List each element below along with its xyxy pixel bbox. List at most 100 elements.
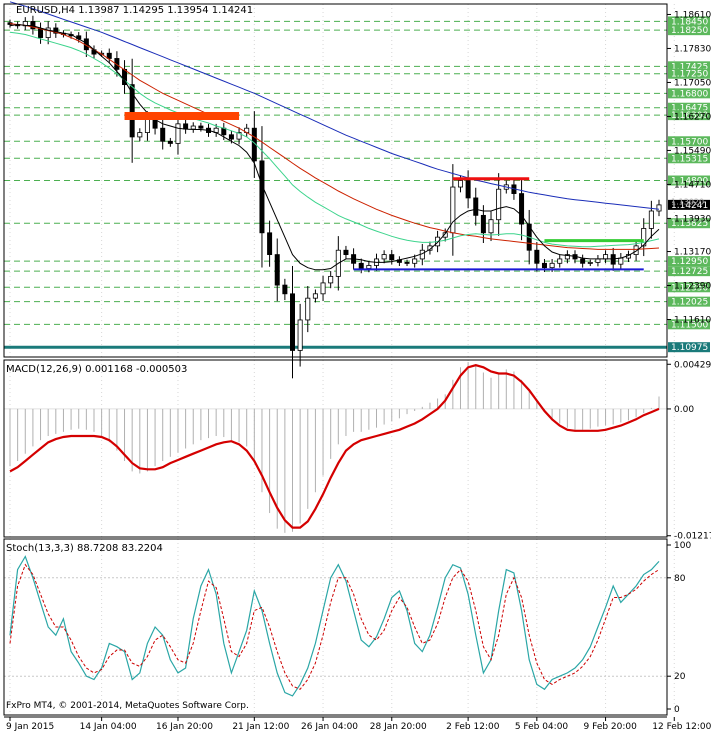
candle-body bbox=[648, 210, 654, 229]
current-price-label: 1.14241 bbox=[671, 201, 708, 211]
time-label: 21 Jan 12:00 bbox=[232, 722, 289, 732]
price-tick-label: 1.13930 bbox=[674, 214, 711, 224]
candle-body bbox=[328, 275, 334, 284]
macd-label: MACD(12,26,9) 0.001168 -0.000503 bbox=[6, 364, 187, 375]
candle-body bbox=[389, 254, 395, 261]
level-label-box bbox=[668, 296, 710, 307]
stoch-tick-label: 80 bbox=[674, 574, 686, 584]
candle-body bbox=[267, 232, 273, 255]
candle-body bbox=[473, 197, 479, 216]
candle-body bbox=[137, 132, 143, 138]
candle-body bbox=[183, 123, 189, 130]
ma-green-line bbox=[9, 31, 660, 248]
candle-body bbox=[312, 293, 318, 299]
macd-histogram bbox=[9, 362, 660, 533]
level-label-box bbox=[668, 266, 710, 277]
level-label: 1.12350 bbox=[671, 283, 708, 293]
stoch-label: Stoch(13,3,3) 88.7208 83.2204 bbox=[6, 543, 163, 554]
candle-body bbox=[175, 123, 181, 144]
level-label: 1.15700 bbox=[671, 137, 708, 147]
price-tick-label: 1.18610 bbox=[674, 10, 711, 20]
level-label-box bbox=[668, 175, 710, 186]
time-label: 9 Feb 20:00 bbox=[584, 722, 638, 732]
time-label: 12 Feb 12:00 bbox=[652, 722, 711, 732]
level-label: 1.16300 bbox=[671, 111, 708, 121]
candle-body bbox=[144, 119, 150, 133]
stoch-main-line bbox=[9, 555, 660, 697]
candle-body bbox=[557, 258, 563, 264]
level-label-box bbox=[668, 256, 710, 267]
level-label-box bbox=[668, 136, 710, 147]
candle-body bbox=[595, 258, 601, 263]
teal-level-box bbox=[668, 342, 710, 353]
candle-body bbox=[465, 180, 471, 199]
candle-body bbox=[488, 219, 494, 234]
level-label: 1.13825 bbox=[671, 219, 708, 229]
candle-body bbox=[366, 265, 372, 269]
level-label: 1.15315 bbox=[671, 154, 708, 164]
level-label-box bbox=[668, 88, 710, 99]
candle-body bbox=[641, 228, 647, 247]
level-label-box bbox=[668, 153, 710, 164]
time-label: 9 Jan 2015 bbox=[6, 722, 54, 732]
chart-header: EURUSD,H4 1.13987 1.14295 1.13954 1.1424… bbox=[16, 5, 253, 16]
candle-body bbox=[564, 254, 570, 260]
price-tick-label: 1.16270 bbox=[674, 112, 711, 122]
level-label-box bbox=[668, 102, 710, 113]
level-label: 1.16475 bbox=[671, 104, 708, 114]
level-label: 1.11500 bbox=[671, 320, 708, 330]
level-label: 1.18450 bbox=[671, 17, 708, 27]
level-label-box bbox=[668, 218, 710, 229]
candle-body bbox=[38, 28, 44, 38]
stoch-tick-label: 0 bbox=[674, 705, 680, 715]
price-tick-label: 1.13170 bbox=[674, 248, 711, 258]
level-label: 1.16800 bbox=[671, 89, 708, 99]
level-label: 1.12025 bbox=[671, 298, 708, 308]
candle-body bbox=[457, 180, 463, 188]
candle-body bbox=[305, 297, 311, 321]
time-label: 5 Feb 04:00 bbox=[515, 722, 569, 732]
candle-body bbox=[282, 284, 288, 295]
ma-fast-line bbox=[9, 23, 660, 271]
candle-body bbox=[30, 21, 36, 30]
candle-body bbox=[160, 127, 166, 142]
candle-body bbox=[228, 134, 234, 140]
level-label-box bbox=[668, 319, 710, 330]
candle-body bbox=[106, 52, 112, 59]
level-label-box bbox=[668, 61, 710, 72]
level-label: 1.17250 bbox=[671, 70, 708, 80]
candle-body bbox=[114, 58, 120, 70]
price-tick-label: 1.17830 bbox=[674, 44, 711, 54]
candle-body bbox=[274, 254, 280, 286]
faint-price-label: 1.13020 bbox=[671, 197, 704, 206]
candle-body bbox=[519, 193, 525, 225]
axes bbox=[3, 3, 675, 721]
time-label: 16 Jan 20:00 bbox=[156, 722, 213, 732]
price-tick-label: 1.17050 bbox=[674, 78, 711, 88]
pane-frame-1 bbox=[3, 3, 668, 358]
stoch-signal-line bbox=[9, 563, 660, 690]
candle-body bbox=[412, 258, 418, 264]
candle-body bbox=[167, 140, 173, 144]
macd-tick-label: -0.012179 bbox=[674, 532, 711, 542]
candle-body bbox=[480, 214, 486, 234]
price-tick-label: 1.15490 bbox=[674, 146, 711, 156]
macd-signal-line bbox=[9, 364, 660, 529]
stoch-tick-label: 100 bbox=[674, 541, 691, 551]
macd-tick-label: 0.00 bbox=[674, 405, 694, 415]
candle-body bbox=[190, 125, 196, 130]
candle-body bbox=[198, 125, 204, 129]
current-price-box bbox=[668, 199, 710, 210]
axis-labels: 9 Jan 2015 14 Jan 04:00 16 Jan 20:00 21 Jan… bbox=[6, 10, 711, 732]
copyright-text: FxPro MT4, © 2001-2014, MetaQuotes Softw… bbox=[6, 701, 249, 711]
candle-body bbox=[534, 249, 540, 264]
candle-body bbox=[587, 262, 593, 264]
candle-body bbox=[656, 204, 662, 212]
teal-level-label: 1.10975 bbox=[671, 343, 708, 353]
level-label-box bbox=[668, 68, 710, 79]
price-tick-label: 1.12390 bbox=[674, 282, 711, 292]
candle-body bbox=[618, 257, 624, 265]
